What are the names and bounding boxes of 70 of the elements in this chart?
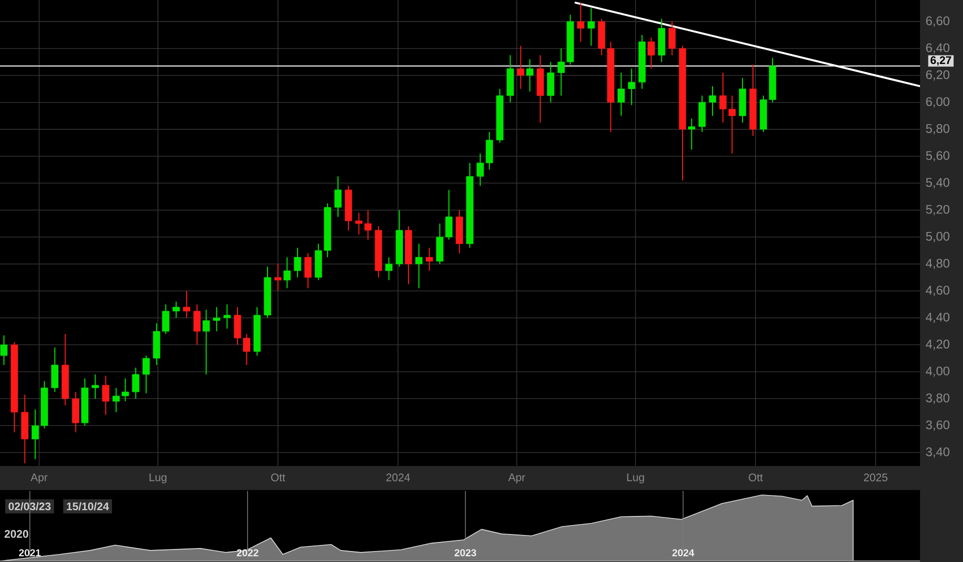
y-tick-label: 3,80: [926, 394, 950, 404]
candlestick: [728, 95, 736, 154]
x-tick-label: Lug: [150, 474, 166, 484]
candlestick: [526, 58, 534, 92]
annotation: 2020: [4, 530, 28, 538]
y-tick-label: 5,40: [926, 178, 950, 188]
candlestick: [517, 45, 524, 90]
x-tick-label: Apr: [30, 474, 48, 484]
candlestick: [142, 355, 150, 394]
y-tick-label: 4,40: [926, 312, 950, 324]
y-tick-label: 6,40: [926, 43, 950, 54]
candlestick: [234, 306, 242, 346]
y-tick-label: 5,20: [926, 204, 950, 216]
candlestick: [51, 346, 58, 392]
candlestick: [213, 306, 220, 332]
candlestick: [172, 301, 180, 318]
x-tick-label: 2021: [19, 549, 41, 556]
x-tick-label: 2025: [864, 474, 888, 482]
candlestick: [688, 118, 696, 150]
x-tick-label: 2023: [454, 549, 476, 556]
candlestick: [415, 243, 422, 289]
candlestick: [355, 212, 362, 235]
candlestick: [183, 290, 190, 318]
y-tick-label: 4,20: [926, 340, 950, 350]
candlestick: [223, 304, 231, 330]
y-tick-label: 5,80: [926, 124, 950, 134]
y-tick-label: 6,20: [926, 70, 950, 81]
candlestick: [547, 61, 554, 103]
candlestick: [426, 247, 433, 272]
ref-line-label: 6,27: [930, 56, 952, 66]
x-tick-label: Ott: [271, 474, 286, 482]
y-tick-label: 5,00: [926, 232, 950, 242]
candlestick: [274, 263, 282, 292]
y-tick-label: 6,00: [926, 97, 950, 108]
candlestick: [243, 334, 250, 366]
candlestick: [668, 21, 676, 56]
candlestick: [628, 68, 636, 106]
candlestick: [193, 304, 201, 346]
candlestick: [334, 176, 342, 218]
y-tick-label: 4,00: [926, 366, 950, 377]
x-tick-label: Lug: [627, 474, 644, 484]
candlestick: [385, 256, 392, 281]
y-tick-label: 6,60: [926, 16, 950, 27]
candlestick: [577, 2, 584, 42]
y-tick-label: 5,60: [926, 151, 950, 162]
candlestick: [102, 375, 110, 416]
annotation: 15/10/24: [66, 502, 109, 510]
candlestick: [708, 86, 716, 116]
candlestick: [92, 374, 99, 400]
candlestick: [588, 8, 595, 46]
candlestick: [294, 247, 302, 278]
x-tick-label: 2024: [386, 474, 410, 482]
x-tick-label: Apr: [508, 474, 526, 484]
candlestick: [202, 309, 210, 375]
y-tick-label: 3,60: [926, 420, 950, 431]
candlestick: [284, 256, 291, 289]
x-tick-label: 2024: [672, 549, 694, 556]
x-tick-label: 2022: [236, 549, 258, 556]
candlestick: [618, 72, 625, 116]
candlestick: [132, 367, 140, 400]
candlestick: [719, 72, 727, 124]
annotation: 02/03/23: [8, 502, 51, 510]
y-tick-label: 4,80: [926, 258, 950, 270]
y-tick-label: 4,60: [926, 286, 950, 296]
candlestick: [364, 210, 372, 240]
x-tick-label: Ott: [748, 474, 763, 482]
y-tick-label: 3,40: [926, 447, 950, 458]
candlestick: [304, 252, 312, 289]
candlestick: [648, 37, 655, 70]
candlestick: [0, 334, 8, 366]
